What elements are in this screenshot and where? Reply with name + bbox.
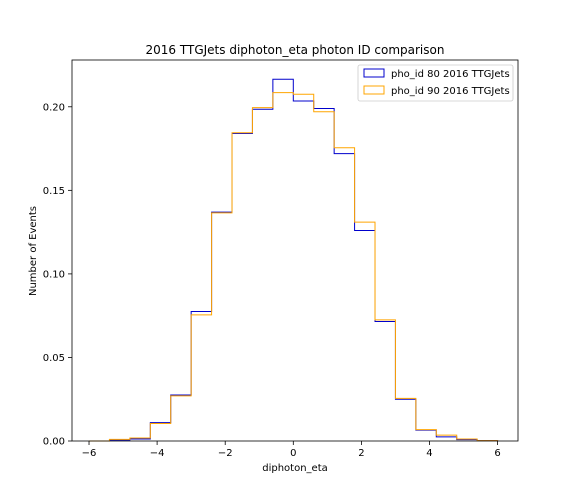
y-tick-label: 0.15 bbox=[43, 186, 65, 197]
y-axis-label: Number of Events bbox=[28, 206, 39, 296]
x-tick-label: 6 bbox=[494, 448, 500, 459]
y-tick-label: 0.20 bbox=[43, 102, 65, 113]
legend-label-pho-id-80: pho_id 80 2016 TTGJets bbox=[391, 69, 510, 80]
legend: pho_id 80 2016 TTGJets pho_id 90 2016 TT… bbox=[357, 64, 514, 102]
plot-frame bbox=[71, 59, 519, 442]
legend-swatch-pho-id-80 bbox=[363, 68, 385, 78]
x-tick-label: 4 bbox=[426, 448, 432, 459]
x-axis: −6 −4 −2 0 2 4 6 bbox=[82, 441, 501, 459]
x-tick-label: 2 bbox=[358, 448, 364, 459]
x-tick-label: −4 bbox=[150, 448, 165, 459]
legend-label-pho-id-90: pho_id 90 2016 TTGJets bbox=[391, 86, 510, 97]
legend-box bbox=[357, 64, 514, 102]
y-tick-label: 0.10 bbox=[43, 269, 65, 280]
chart-title: 2016 TTGJets diphoton_eta photon ID comp… bbox=[146, 43, 445, 57]
y-axis: 0.00 0.05 0.10 0.15 0.20 bbox=[43, 102, 72, 448]
x-tick-label: −2 bbox=[218, 448, 233, 459]
legend-swatch-pho-id-90 bbox=[363, 85, 385, 95]
x-tick-label: −6 bbox=[82, 448, 97, 459]
histogram-step-series-1 bbox=[89, 92, 499, 442]
y-tick-label: 0.00 bbox=[43, 437, 65, 448]
histogram-series-group bbox=[89, 78, 499, 442]
x-tick-label: 0 bbox=[290, 448, 296, 459]
histogram-step-series-0 bbox=[89, 78, 499, 442]
x-axis-label: diphoton_eta bbox=[262, 463, 328, 474]
y-tick-label: 0.05 bbox=[43, 353, 65, 364]
